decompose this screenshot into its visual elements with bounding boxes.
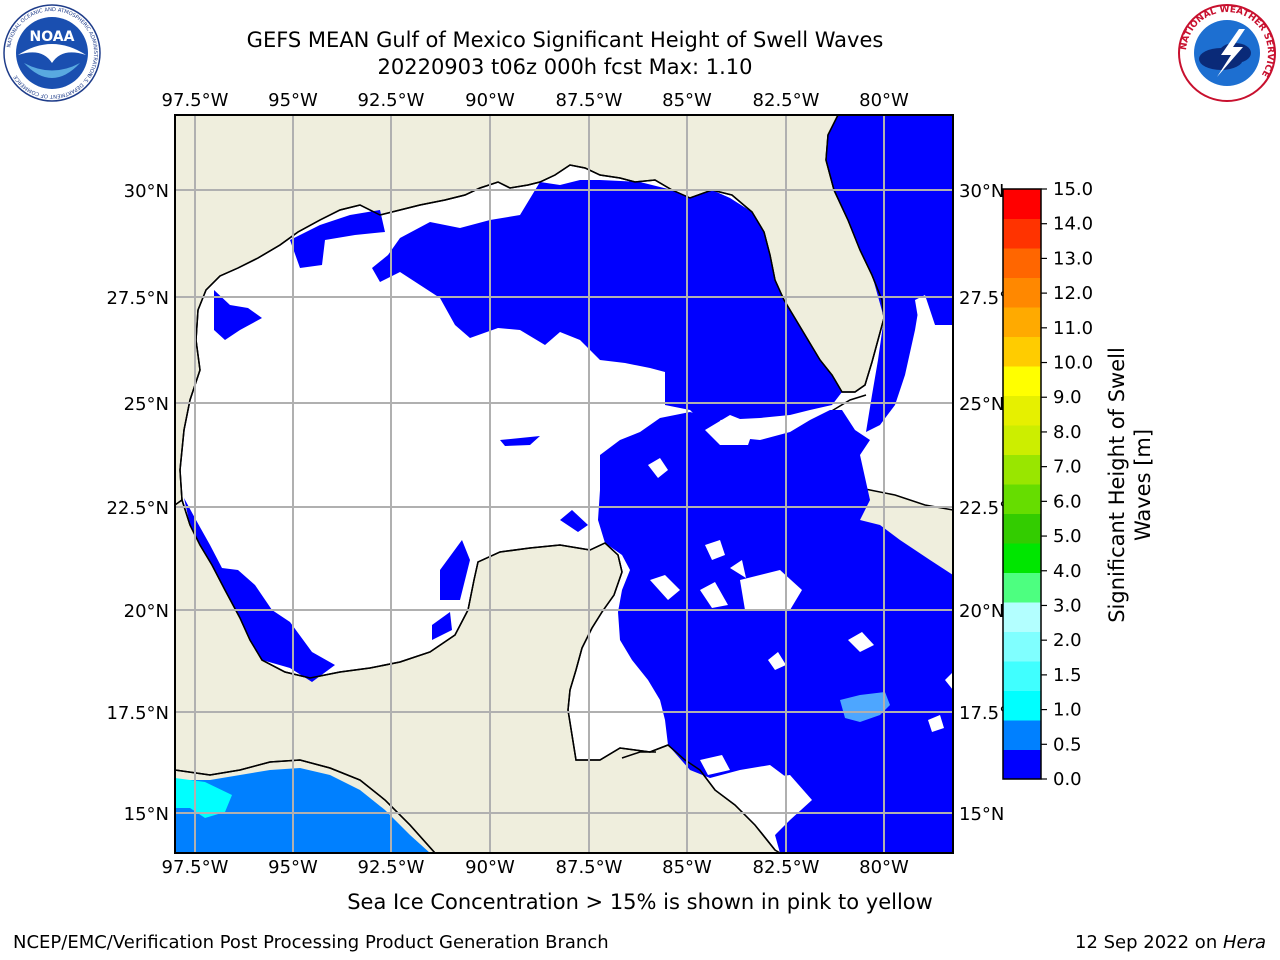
map-gridlines	[175, 115, 953, 853]
lat-tick-label: 15°N	[124, 804, 169, 825]
footer-date: 12 Sep 2022 on Hera	[1075, 932, 1266, 953]
colorbar-segment	[1003, 602, 1041, 632]
lon-tick-label: 90°W	[465, 857, 515, 878]
lon-tick-label: 90°W	[465, 90, 515, 111]
colorbar-tick-label: 9.0	[1053, 387, 1082, 408]
colorbar-label-line2: Waves [m]	[1131, 429, 1155, 541]
colorbar-tick-label: 13.0	[1053, 248, 1093, 269]
lon-tick-label: 85°W	[662, 90, 712, 111]
colorbar-tick-label: 2.0	[1053, 630, 1082, 651]
footer-date-text: 12 Sep 2022 on	[1075, 932, 1223, 953]
colorbar-segment	[1003, 218, 1041, 249]
sea-ice-note-text: Sea Ice Concentration > 15% is shown in …	[347, 890, 933, 914]
lat-tick-label: 30°N	[124, 181, 169, 202]
colorbar-tick-label: 4.0	[1053, 561, 1082, 582]
colorbar-segment	[1003, 720, 1041, 750]
colorbar-segment	[1003, 749, 1041, 780]
colorbar-segment	[1003, 395, 1041, 426]
colorbar-tick-label: 14.0	[1053, 214, 1093, 235]
lon-labels-bottom: 97.5°W 95°W 92.5°W 90°W 87.5°W 85°W 82.5…	[162, 857, 909, 878]
lat-tick-label: 27.5°N	[106, 288, 169, 309]
lon-tick-label: 97.5°W	[162, 857, 229, 878]
lon-tick-label: 95°W	[268, 857, 318, 878]
colorbar-segment	[1003, 690, 1041, 721]
colorbar-tick-label: 15.0	[1053, 179, 1093, 200]
colorbar-ticks: 15.0 14.0 13.0 12.0 11.0 10.0 9.0 8.0 7.0 6.0 5.0 4…	[1041, 179, 1093, 790]
colorbar-segment	[1003, 631, 1041, 662]
colorbar-segment	[1003, 454, 1041, 485]
colorbar-tick-label: 12.0	[1053, 283, 1093, 304]
lon-tick-label: 97.5°W	[162, 90, 229, 111]
colorbar-tick-label: 0.5	[1053, 734, 1082, 755]
lon-tick-label: 82.5°W	[753, 90, 820, 111]
colorbar-segment	[1003, 336, 1041, 367]
colorbar-tick-label: 10.0	[1053, 353, 1093, 374]
swell-0.5-1.0-caribbean	[840, 692, 890, 722]
colorbar-tick-label: 3.0	[1053, 595, 1082, 616]
colorbar-segment	[1003, 425, 1041, 455]
swell-pacific-cyan	[175, 778, 232, 818]
lon-tick-label: 80°W	[859, 90, 909, 111]
lon-tick-label: 92.5°W	[358, 90, 425, 111]
colorbar-segment	[1003, 543, 1041, 573]
lon-tick-label: 80°W	[859, 857, 909, 878]
lat-tick-label: 25°N	[124, 394, 169, 415]
lon-tick-label: 95°W	[268, 90, 318, 111]
footer-host: Hera	[1222, 932, 1266, 953]
lon-tick-label: 85°W	[662, 857, 712, 878]
colorbar-label-line1: Significant Height of Swell	[1105, 347, 1129, 623]
colorbar-tick-label: 11.0	[1053, 318, 1093, 339]
colorbar-tick-label: 7.0	[1053, 457, 1082, 478]
footer-credit: NCEP/EMC/Verification Post Processing Pr…	[13, 932, 609, 953]
lat-tick-label: 20°N	[124, 601, 169, 622]
colorbar-segment	[1003, 307, 1041, 337]
noaa-logo-text: NOAA	[30, 29, 75, 45]
noaa-logo: NOAA NATIONAL OCEANIC AND ATMOSPHERIC AD…	[3, 4, 101, 102]
lon-labels-top: 97.5°W 95°W 92.5°W 90°W 87.5°W 85°W 82.5…	[162, 90, 909, 111]
colorbar-segment	[1003, 366, 1041, 396]
colorbar-tick-label: 8.0	[1053, 422, 1082, 443]
colorbar-tick-label: 1.0	[1053, 700, 1082, 721]
lat-tick-label: 22.5°N	[106, 498, 169, 519]
colorbar-segment	[1003, 277, 1041, 308]
colorbar-segment	[1003, 572, 1041, 603]
map-frame	[174, 114, 954, 854]
lon-tick-label: 87.5°W	[556, 90, 623, 111]
lon-tick-label: 87.5°W	[556, 857, 623, 878]
colorbar-tick-label: 6.0	[1053, 491, 1082, 512]
lat-tick-label: 30°N	[959, 181, 1004, 202]
chart-title: GEFS MEAN Gulf of Mexico Significant Hei…	[246, 28, 884, 52]
nws-logo: NATIONAL WEATHER SERVICE	[1178, 4, 1276, 102]
colorbar-tick-label: 1.5	[1053, 665, 1082, 686]
lat-tick-label: 17.5°N	[106, 703, 169, 724]
chart-subtitle: 20220903 t06z 000h fcst Max: 1.10	[377, 55, 753, 79]
colorbar-segment	[1003, 484, 1041, 514]
lat-tick-label: 15°N	[959, 804, 1004, 825]
colorbar-tick-label: 0.0	[1053, 769, 1082, 790]
lat-tick-label: 25°N	[959, 394, 1004, 415]
sea-ice-note: Sea Ice Concentration > 15% is shown in …	[0, 890, 1280, 914]
lon-tick-label: 82.5°W	[753, 857, 820, 878]
colorbar-segment	[1003, 661, 1041, 691]
colorbar	[1003, 189, 1041, 780]
colorbar-segment	[1003, 513, 1041, 544]
colorbar-segment	[1003, 248, 1041, 278]
colorbar-tick-label: 5.0	[1053, 526, 1082, 547]
colorbar-frame	[1002, 188, 1042, 780]
lat-tick-label: 20°N	[959, 601, 1004, 622]
colorbar-segment	[1003, 189, 1041, 219]
lat-labels-left: 30°N 27.5°N 25°N 22.5°N 20°N 17.5°N 15°N	[106, 181, 169, 825]
lon-tick-label: 92.5°W	[358, 857, 425, 878]
swell-pacific	[175, 768, 430, 853]
